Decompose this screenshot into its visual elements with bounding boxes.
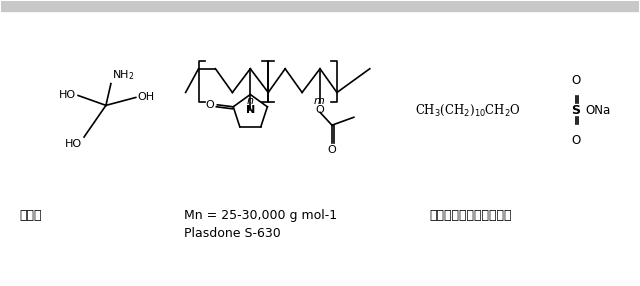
- Text: ONa: ONa: [586, 104, 611, 117]
- Text: O: O: [328, 145, 337, 155]
- Text: Plasdone S-630: Plasdone S-630: [184, 227, 280, 240]
- Text: O: O: [572, 134, 580, 147]
- Text: S: S: [572, 104, 580, 117]
- Text: CH$_3$(CH$_2$)$_{10}$CH$_2$O: CH$_3$(CH$_2$)$_{10}$CH$_2$O: [415, 103, 520, 118]
- Text: Mn = 25-30,000 g mol-1: Mn = 25-30,000 g mol-1: [184, 209, 337, 222]
- Text: OH: OH: [138, 92, 155, 102]
- Text: HO: HO: [59, 90, 76, 100]
- Text: O: O: [205, 100, 214, 110]
- Text: トリス: トリス: [19, 209, 42, 222]
- Text: NH$_2$: NH$_2$: [112, 68, 134, 82]
- Text: O: O: [572, 74, 580, 87]
- Text: ドデシル硬酸ナトリウム: ドデシル硬酸ナトリウム: [429, 209, 512, 222]
- Text: N: N: [246, 105, 255, 115]
- Text: m: m: [314, 96, 325, 106]
- Text: HO: HO: [65, 139, 82, 149]
- Bar: [1, 1, 639, 11]
- Text: O: O: [316, 105, 324, 115]
- Text: n: n: [247, 96, 254, 106]
